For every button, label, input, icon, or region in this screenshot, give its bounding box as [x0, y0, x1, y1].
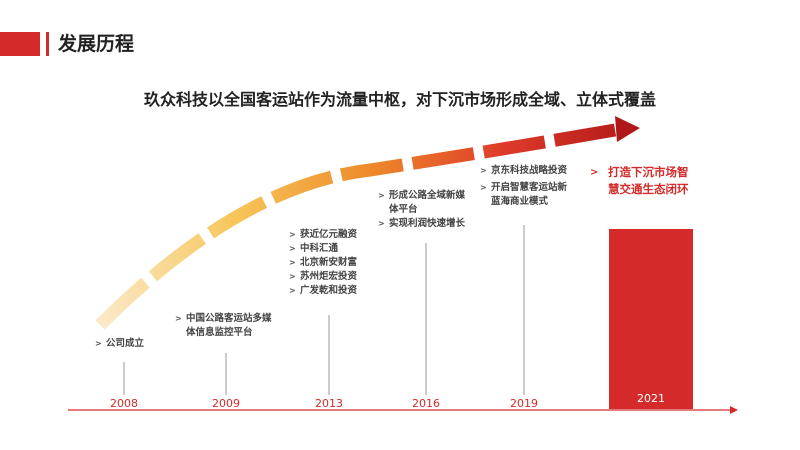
year-label-2021: 2021: [637, 392, 665, 405]
chevron-right-icon: >: [378, 219, 385, 228]
header-accent-bar: [0, 32, 40, 56]
page-subtitle: 玖众科技以全国客运站作为流量中枢，对下沉市场形成全域、立体式覆盖: [143, 90, 656, 109]
milestone-2013-item-3: > 北京新安财富: [289, 257, 358, 268]
chevron-right-icon: >: [289, 244, 296, 253]
milestone-2013-item-2: > 中科汇通: [289, 243, 339, 254]
page-title: 发展历程: [58, 33, 135, 55]
chevron-right-icon: >: [289, 286, 296, 295]
growth-arrow-curve: [95, 123, 617, 330]
growth-arrow-head: [615, 116, 640, 142]
milestone-2016-item-2: > 实现利润快速增长: [378, 218, 466, 229]
milestone-2008-item-1: > 公司成立: [95, 338, 145, 349]
year-label-2009: 2009: [212, 397, 240, 410]
year-label-2016: 2016: [412, 397, 440, 410]
timeline-axis-arrow: [730, 406, 738, 414]
year-label-2013: 2013: [315, 397, 343, 410]
chevron-right-icon: >: [95, 339, 102, 348]
chevron-right-icon: >: [480, 166, 487, 175]
chevron-right-icon: >: [289, 258, 296, 267]
chevron-right-icon: >: [480, 183, 487, 192]
chevron-right-icon: >: [378, 191, 385, 200]
header-divider: [46, 32, 49, 56]
milestone-2016-item-1: > 形成公路全域新媒 体平台: [378, 190, 466, 215]
milestone-2021-goal: > 打造下沉市场智 慧交通生态闭环: [590, 165, 689, 196]
milestone-2019-item-2: > 开启智慧客运站新 蓝海商业模式: [480, 182, 568, 207]
chevron-right-icon: >: [289, 230, 296, 239]
milestone-2013-item-5: > 广发乾和投资: [289, 285, 358, 296]
year-label-2008: 2008: [110, 397, 138, 410]
milestone-2009-item-1: > 中国公路客运站多媒 体信息监控平台: [175, 313, 272, 338]
milestone-2013-item-1: > 获近亿元融资: [289, 229, 358, 240]
chevron-right-icon: >: [175, 314, 182, 323]
year-label-2019: 2019: [510, 397, 538, 410]
chevron-right-icon: >: [289, 272, 296, 281]
chevron-right-icon: >: [590, 167, 599, 178]
milestone-2013-item-4: > 苏州炬宏投资: [289, 271, 358, 282]
milestone-2019-item-1: > 京东科技战略投资: [480, 165, 568, 176]
year-2021-bar: [609, 229, 693, 409]
